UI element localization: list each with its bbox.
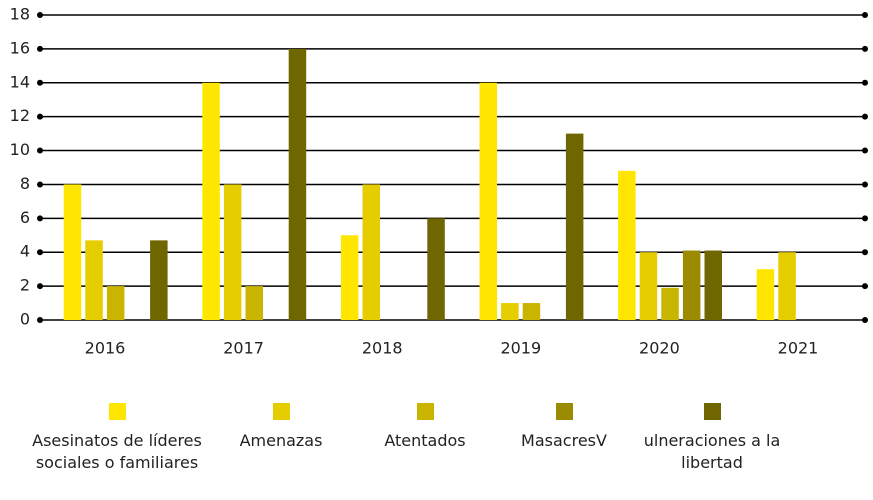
grid-dot — [37, 181, 43, 188]
legend-label: Asesinatos de líderes sociales o familia… — [32, 431, 202, 472]
y-tick-label: 10 — [10, 140, 30, 159]
legend-label: Amenazas — [239, 431, 323, 450]
grid-dot — [37, 147, 43, 154]
grid-dot — [862, 249, 868, 256]
grid-dot — [862, 79, 868, 86]
bar — [682, 250, 701, 320]
bar — [106, 286, 125, 320]
legend-swatch — [272, 403, 290, 420]
bar — [150, 240, 168, 320]
grid-dot — [37, 283, 43, 290]
y-tick-label: 0 — [20, 310, 30, 329]
y-tick-label: 2 — [20, 276, 30, 295]
grid-dot — [862, 181, 868, 188]
grid-dot — [37, 12, 43, 18]
legend-swatch — [703, 403, 721, 420]
grid-dot — [862, 215, 868, 222]
bar — [778, 252, 796, 320]
grid-dot — [37, 249, 43, 256]
bar — [704, 250, 722, 320]
bar — [427, 218, 445, 320]
grid-dot — [37, 317, 43, 323]
y-tick-label: 12 — [10, 106, 30, 125]
legend-swatch — [416, 403, 434, 420]
bar — [340, 235, 359, 320]
y-tick-label: 6 — [20, 208, 30, 227]
grid-dot — [862, 12, 868, 18]
grid-dot — [862, 113, 868, 120]
grid-dot — [862, 147, 868, 154]
bar — [522, 303, 541, 320]
x-tick-label: 2018 — [362, 339, 403, 358]
bar — [85, 240, 103, 320]
bar — [618, 170, 636, 320]
x-tick-label: 2016 — [85, 339, 126, 358]
y-tick-label: 18 — [10, 5, 30, 24]
legend-label: ulneraciones a la libertad — [643, 431, 781, 472]
bar — [362, 184, 380, 320]
grid-dot — [37, 45, 43, 52]
bar — [639, 252, 658, 320]
bar — [479, 82, 497, 321]
x-tick-label: 2020 — [639, 339, 680, 358]
grid-dot — [37, 215, 43, 222]
y-tick-label: 8 — [20, 174, 30, 193]
bar — [223, 184, 242, 320]
grid-dot — [37, 113, 43, 120]
y-tick-label: 4 — [20, 242, 30, 261]
bar — [245, 286, 263, 320]
bar — [288, 48, 307, 321]
bar — [63, 184, 82, 320]
legend-swatch — [555, 403, 573, 420]
y-tick-label: 14 — [10, 72, 30, 91]
x-tick-label: 2019 — [500, 339, 541, 358]
grid-dot — [862, 317, 868, 323]
bar — [202, 82, 220, 321]
bar — [565, 133, 584, 320]
y-tick-label: 16 — [10, 38, 30, 57]
x-tick-label: 2017 — [223, 339, 264, 358]
grid-dot — [862, 45, 868, 52]
grid-dot — [862, 283, 868, 290]
x-tick-label: 2021 — [778, 339, 819, 358]
legend-swatch — [108, 403, 126, 420]
bar — [756, 269, 775, 320]
grid-dot — [37, 79, 43, 86]
legend-label: MasacresV — [521, 431, 607, 450]
bar — [501, 303, 519, 320]
legend-label: Atentados — [384, 431, 466, 450]
bar — [661, 287, 679, 320]
